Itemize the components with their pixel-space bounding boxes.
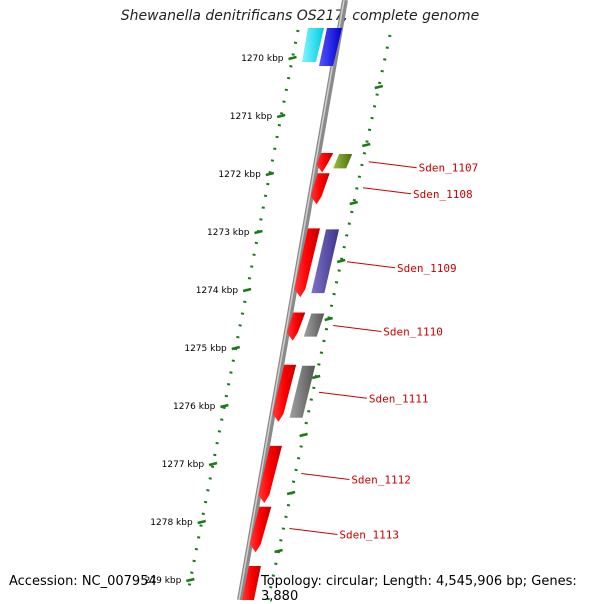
gene-label[interactable]: Sden_1110 [383, 326, 443, 339]
gene-cds-arrow[interactable] [272, 364, 297, 422]
gene-leader-line [318, 391, 367, 399]
ruler-tick-major [220, 403, 229, 409]
map-title: Shewanella denitrificans OS217, complete… [120, 8, 480, 24]
ruler-tick-major [265, 171, 275, 177]
ruler-tick-minor [324, 316, 333, 322]
gene-leader-line [362, 187, 412, 195]
gene-leader-line [368, 161, 417, 169]
gene-label[interactable]: Sden_1109 [397, 262, 457, 275]
gene-label[interactable]: Sden_1113 [339, 529, 399, 542]
ruler-label: 1271 kbp [230, 112, 273, 122]
ruler-label: 1272 kbp [218, 170, 261, 180]
ruler-tick-minor [311, 374, 321, 380]
gene-label[interactable]: Sden_1107 [419, 162, 479, 175]
gene-leader-line [333, 325, 382, 333]
ruler-label: 1278 kbp [150, 518, 193, 528]
gene-labels: Sden_1107 Sden_1108 Sden_1109 Sden_1110 Sden… [339, 162, 478, 542]
gene-label-leaders [289, 161, 417, 536]
ruler-tick-minor [336, 258, 346, 264]
ruler-track-inner [266, 34, 392, 600]
accession-text: Accession: NC_007954 [9, 574, 157, 589]
ruler-label: 1276 kbp [173, 402, 216, 412]
gene-cds-arrow-partial [241, 566, 261, 600]
gene-cog-block[interactable] [311, 229, 340, 294]
ruler-tick-major [276, 113, 286, 119]
gene-cds-arrow[interactable] [249, 506, 272, 553]
gene-leader-line [301, 472, 350, 480]
gene-leader-line [289, 528, 338, 536]
ruler-tick-minor [349, 200, 359, 206]
ruler-label: 1273 kbp [207, 228, 250, 238]
gene-cog-block[interactable] [333, 154, 353, 169]
gene-cog-block[interactable] [303, 313, 325, 337]
ruler-label: 1275 kbp [184, 344, 227, 354]
gene-label[interactable]: Sden_1111 [369, 392, 429, 405]
ruler-tick-major [197, 519, 207, 525]
ruler-tick-major [254, 229, 263, 235]
backbone-highlight [238, 0, 345, 600]
gene-label[interactable]: Sden_1112 [351, 473, 411, 486]
gene-block-blue[interactable] [319, 28, 342, 66]
ruler-tick-major [186, 577, 195, 583]
backbone-line [237, 0, 348, 600]
ruler-tick-minor [286, 490, 296, 496]
gene-cds-arrow[interactable] [286, 312, 306, 341]
gene-block-cyan[interactable] [302, 28, 324, 62]
gene-cds-arrow[interactable] [310, 173, 330, 205]
ruler-label: 1277 kbp [162, 460, 205, 470]
ruler-tick-major [242, 287, 252, 293]
ruler-label: 1274 kbp [196, 286, 239, 296]
kbp-ruler: 1270 kbp 1271 kbp 1272 kbp 1273 kbp 1274 kbp… [145, 54, 384, 586]
gene-features [241, 153, 353, 600]
gene-leader-line [346, 261, 396, 269]
ruler-tick-minor [274, 548, 283, 554]
ruler-tick-minor [374, 84, 384, 90]
gene-cog-block[interactable] [289, 365, 316, 418]
ruler-tick-minor [361, 142, 371, 148]
gene-label[interactable]: Sden_1108 [413, 188, 473, 201]
ruler-label: 279 kbp [145, 576, 182, 586]
gene-cds-arrow[interactable] [316, 153, 334, 173]
ruler-tick-major [231, 345, 241, 351]
ruler-tick-major [288, 55, 297, 61]
gene-cds-arrow[interactable] [258, 445, 282, 503]
gene-cds-arrow[interactable] [294, 228, 321, 298]
ruler-label: 1270 kbp [241, 54, 284, 64]
ruler-tick-minor [299, 432, 308, 438]
ruler-tick-major [208, 461, 218, 467]
